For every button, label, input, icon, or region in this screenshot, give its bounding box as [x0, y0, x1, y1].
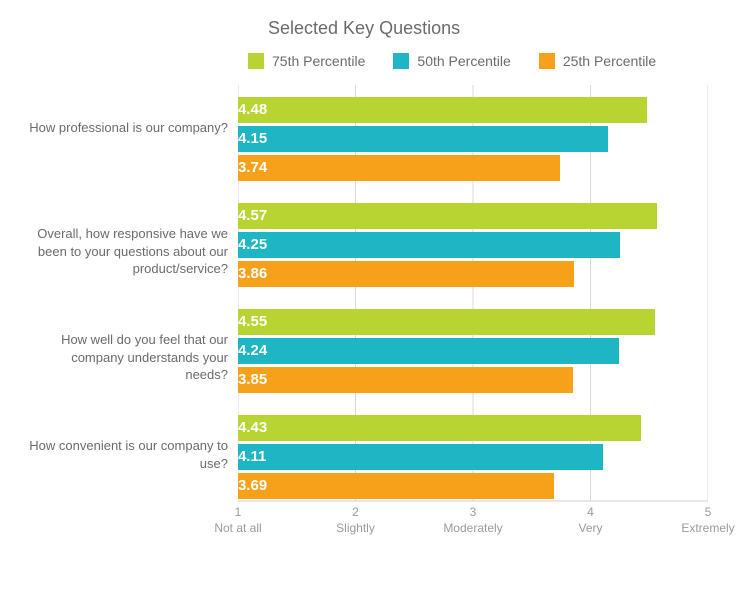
legend-label-50th: 50th Percentile: [417, 53, 510, 69]
bar-value-label: 4.11: [238, 444, 603, 470]
chart-area: 1Not at all2Slightly3Moderately4Very5Ext…: [238, 85, 708, 535]
question-label: How convenient is our company to use?: [28, 437, 228, 472]
legend: 75th Percentile 50th Percentile 25th Per…: [248, 53, 722, 69]
x-tick-num: 5: [705, 505, 712, 519]
bar-value-label: 4.55: [238, 309, 655, 335]
x-tick-label: Moderately: [443, 521, 502, 535]
legend-item-25th: 25th Percentile: [539, 53, 656, 69]
bar-value-label: 4.43: [238, 415, 641, 441]
legend-swatch-75th: [248, 53, 264, 69]
question-label: How well do you feel that our company un…: [28, 331, 228, 384]
bar-value-label: 3.86: [238, 261, 574, 287]
bar-value-label: 4.25: [238, 232, 620, 258]
legend-swatch-25th: [539, 53, 555, 69]
bar-value-label: 4.57: [238, 203, 657, 229]
bar-value-label: 3.85: [238, 367, 573, 393]
question-label: Overall, how responsive have we been to …: [28, 225, 228, 278]
x-tick-num: 1: [235, 505, 242, 519]
legend-label-75th: 75th Percentile: [272, 53, 365, 69]
legend-swatch-50th: [393, 53, 409, 69]
bar-value-label: 3.69: [238, 473, 554, 499]
legend-item-75th: 75th Percentile: [248, 53, 365, 69]
x-tick-label: Extremely: [681, 521, 734, 535]
page: Selected Key Questions 75th Percentile 5…: [0, 0, 750, 590]
legend-label-25th: 25th Percentile: [563, 53, 656, 69]
x-tick-label: Slightly: [336, 521, 375, 535]
x-tick-num: 3: [470, 505, 477, 519]
bar-value-label: 4.48: [238, 97, 647, 123]
x-tick-label: Not at all: [214, 521, 261, 535]
legend-item-50th: 50th Percentile: [393, 53, 510, 69]
bar-value-label: 4.24: [238, 338, 619, 364]
x-tick-num: 2: [352, 505, 359, 519]
bar-value-label: 4.15: [238, 126, 608, 152]
x-tick-num: 4: [587, 505, 594, 519]
bar-value-label: 3.74: [238, 155, 560, 181]
question-label: How professional is our company?: [28, 119, 228, 137]
x-tick-label: Very: [578, 521, 602, 535]
chart-title: Selected Key Questions: [268, 18, 722, 39]
